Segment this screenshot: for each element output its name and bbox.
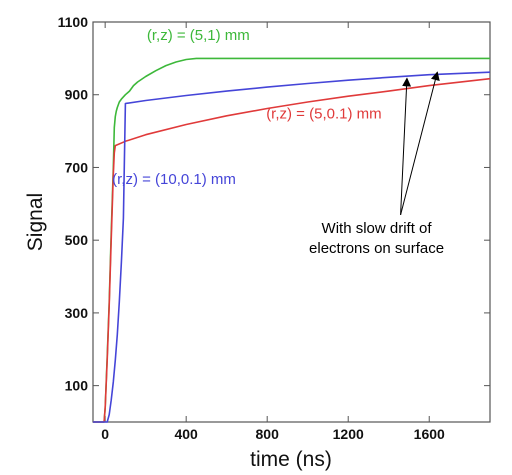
y-tick-label: 500 [65,232,89,248]
y-tick-label: 900 [65,87,89,103]
series-annotation: (r,z) = (5,1) mm [147,27,250,44]
y-axis-title: Signal [24,193,47,251]
x-tick-label: 800 [256,426,280,442]
x-tick-label: 400 [174,426,198,442]
y-tick-label: 700 [65,159,89,175]
y-tick-label: 300 [65,305,89,321]
series-line [93,71,491,423]
y-tick-label: 100 [65,378,89,394]
series-annotation: (r,z) = (5,0.1) mm [266,105,381,122]
annotations: (r,z) = (5,1) mm (r,z) = (5,0.1) mm (r,z) … [112,27,444,257]
series-annotation: (r,z) = (10,0.1) mm [112,171,236,188]
drift-annotation-text: With slow drift of [322,220,433,237]
drift-annotation-text: electrons on surface [309,240,444,257]
x-tick-label: 0 [101,426,109,442]
x-tick-label: 1200 [333,426,364,442]
annotation-arrow [400,77,412,215]
plot-frame [92,21,491,423]
x-tick-label: 1600 [414,426,445,442]
x-axis-title: time (ns) [250,448,332,471]
series-lines [93,57,491,423]
y-tick-label: 1100 [58,14,89,30]
axis-ticks: 0 400 800 1200 1600 100 300 500 700 900 1100 [58,14,490,442]
annotation-arrow [400,71,440,216]
